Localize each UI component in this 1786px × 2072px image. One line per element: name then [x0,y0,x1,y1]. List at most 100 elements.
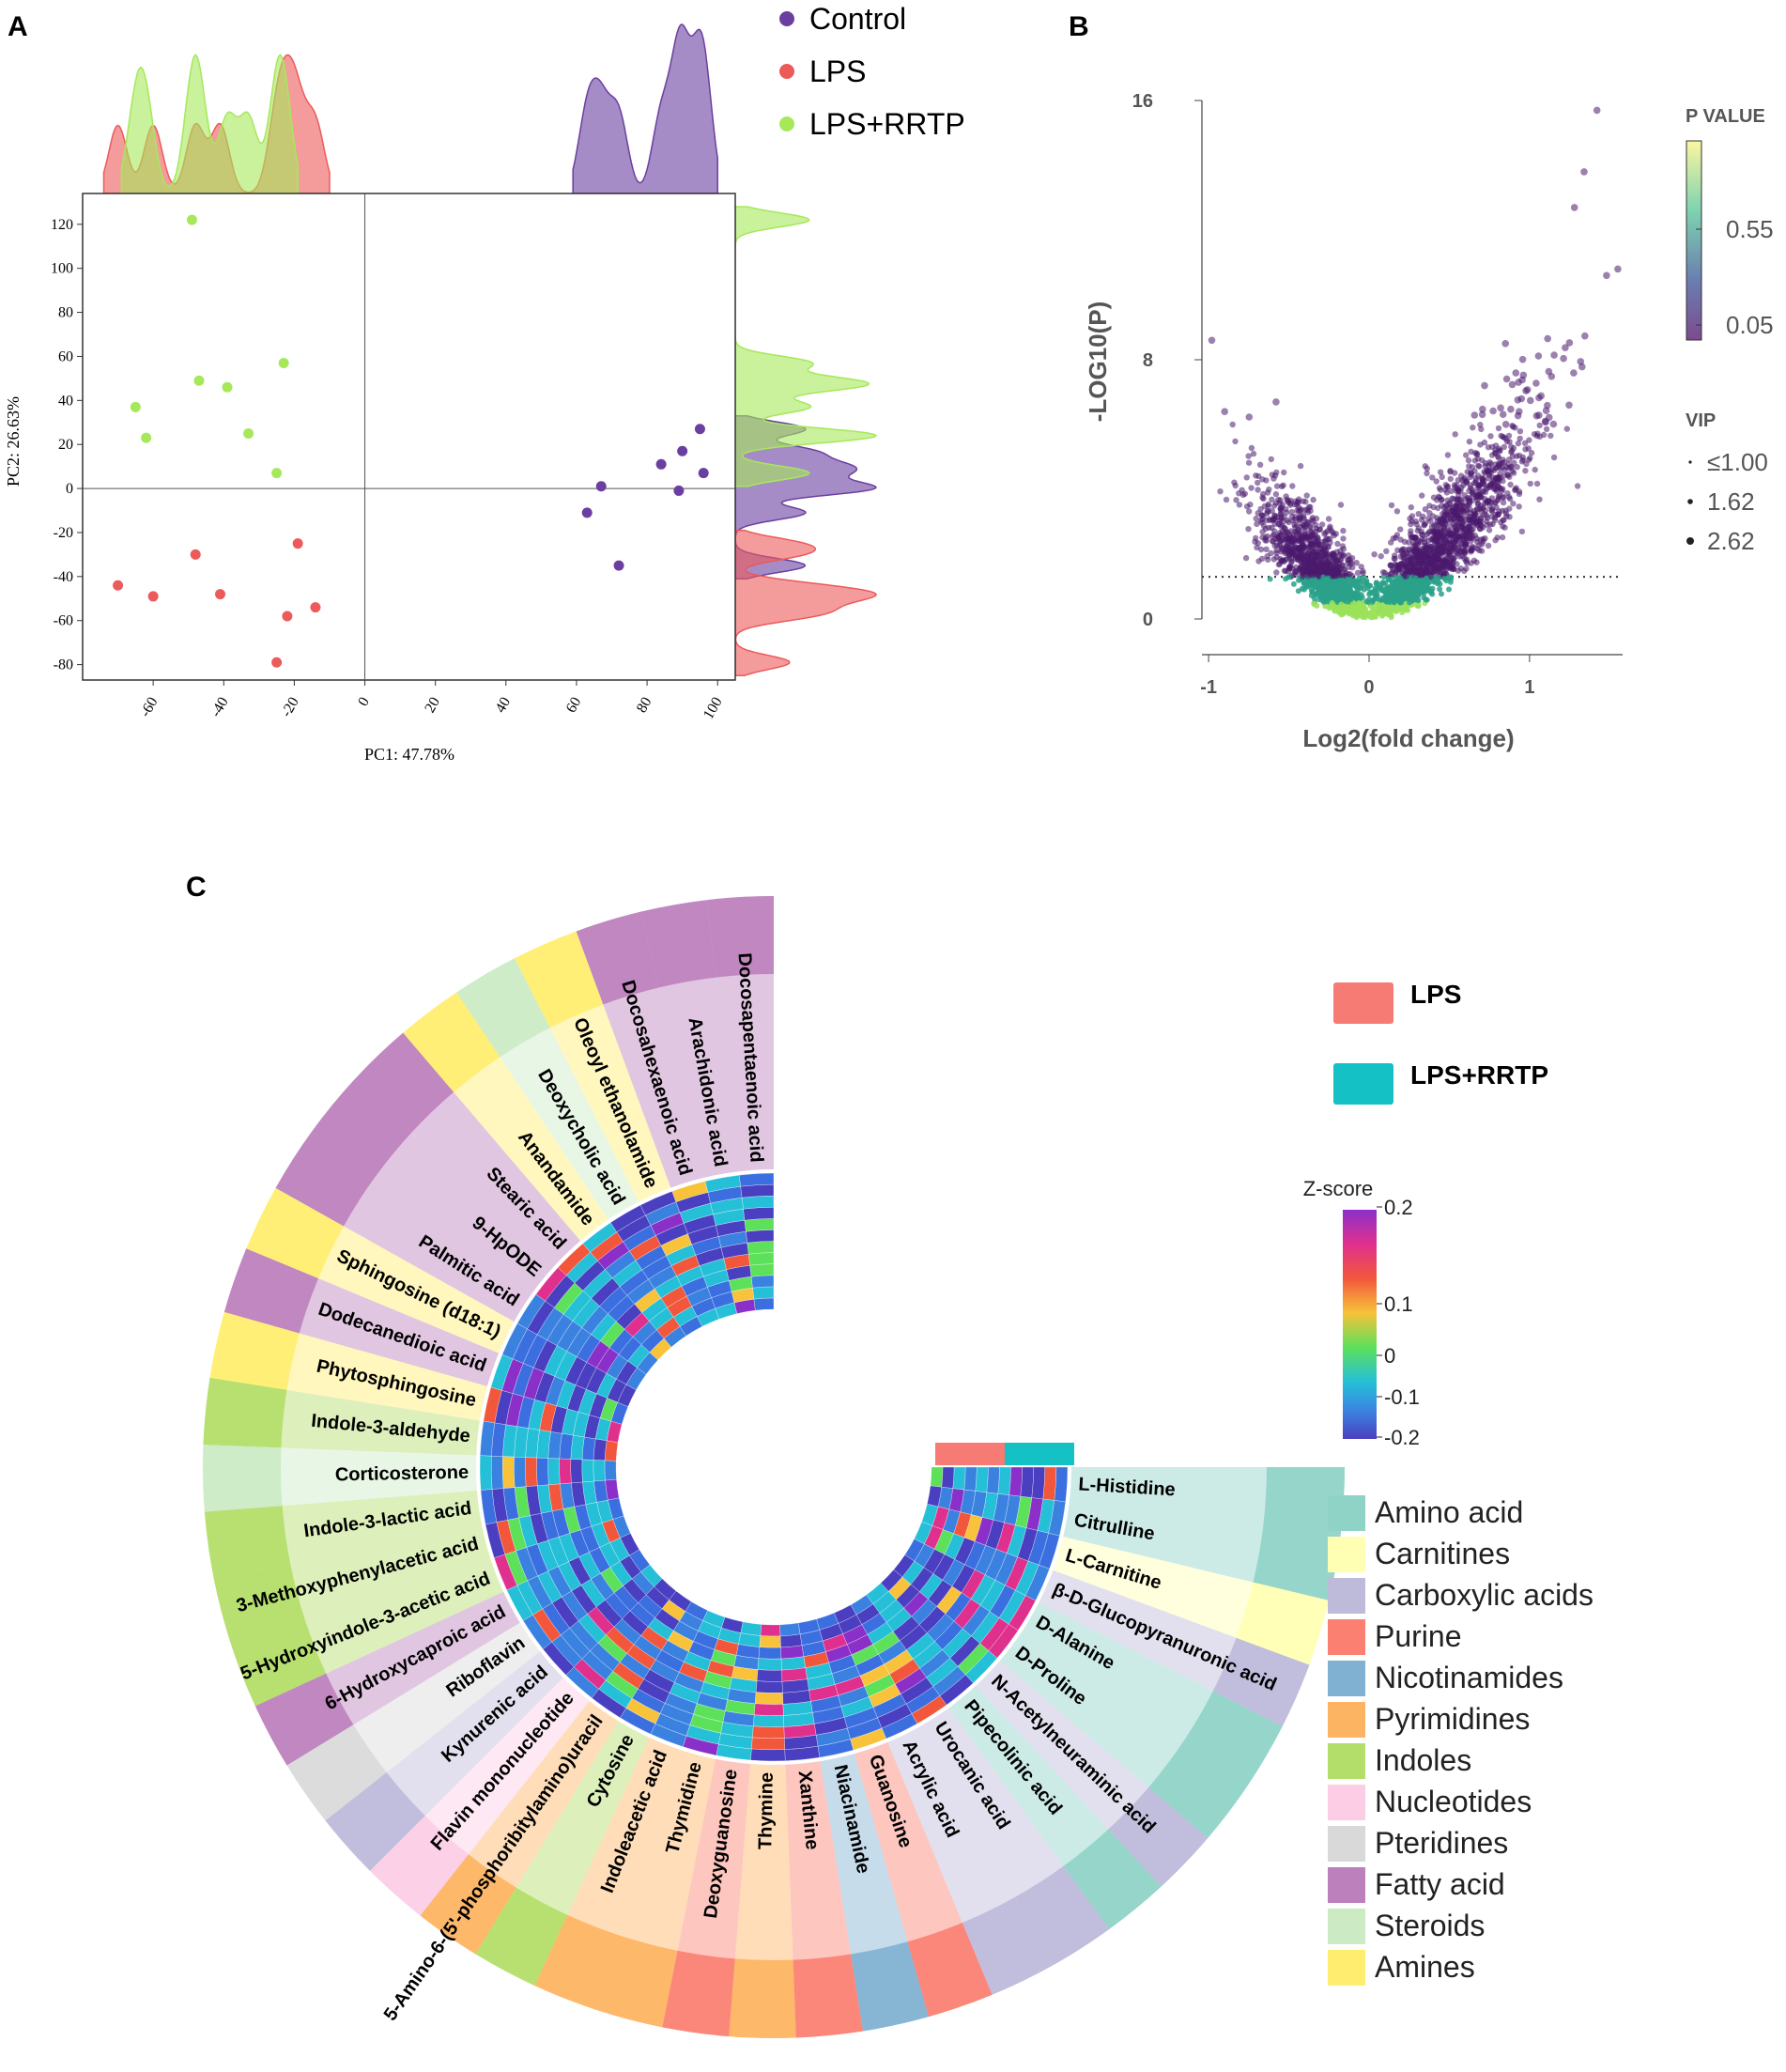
volcano-point [1271,528,1278,534]
pca-point-lps [147,591,159,602]
pca-x-axis-label: PC1: 47.78% [364,745,454,764]
volcano-x-tick-label: 0 [1363,677,1374,698]
volcano-point [1308,528,1315,535]
volcano-point [1301,506,1309,513]
pvalue-tick-label: 0.05 [1726,311,1774,339]
volcano-y-axis-label: -LOG10(P) [1084,302,1112,423]
volcano-x-tick-label: -1 [1200,677,1217,698]
volcano-point [1406,539,1412,546]
volcano-point [1450,520,1457,527]
volcano-point [1276,520,1283,527]
class-legend-swatch [1328,1702,1365,1738]
volcano-point [1471,468,1478,474]
volcano-point [1478,518,1485,525]
volcano-point [1542,418,1549,426]
volcano-point [1273,547,1280,554]
volcano-point [1459,549,1466,555]
metabolite-label: Corticosterone [335,1462,470,1486]
top-density-control [572,23,718,194]
volcano-point [1232,482,1239,489]
volcano-point [1435,493,1442,500]
volcano-point [1446,586,1452,593]
volcano-point [1580,168,1588,176]
volcano-point [1478,410,1486,419]
volcano-point [1283,493,1289,500]
volcano-point [1314,539,1321,547]
volcano-point [1339,543,1347,549]
legend-marker [779,116,794,131]
volcano-point [1486,497,1492,504]
volcano-point [1574,483,1581,489]
pca-x-tick-label: 60 [563,695,585,716]
volcano-point [1336,552,1343,559]
pca-point-lps [282,611,293,622]
volcano-point [1543,425,1550,433]
volcano-point [1421,557,1428,564]
volcano-point [1439,527,1445,534]
top-density-lps-rrtp [120,54,299,194]
heatmap-cell [975,1466,989,1493]
volcano-point [1396,605,1402,611]
volcano-point [1507,481,1514,488]
pca-y-tick-label: 100 [51,261,73,277]
volcano-point [1486,484,1492,491]
volcano-point [1485,542,1492,549]
volcano-point [1416,585,1423,592]
class-legend-swatch [1328,1950,1365,1986]
volcano-point [1433,556,1440,563]
volcano-point [1514,396,1522,404]
heatmap-cell [490,1354,514,1391]
heatmap-cell [581,1436,596,1461]
class-sector-outer [475,1887,568,1987]
pca-point-lps-rrtp [141,432,152,443]
volcano-point [1320,584,1327,591]
class-sector-outer [1014,1865,1110,1966]
volcano-point [1492,537,1499,544]
volcano-point [1527,396,1534,405]
volcano-point [1246,508,1253,515]
volcano-point [1245,526,1252,533]
volcano-point [1505,456,1513,463]
class-sector-outer [1148,1740,1249,1838]
volcano-point [1489,407,1497,415]
volcano-point [1253,472,1259,479]
class-sector-outer [209,1311,300,1390]
heatmap-cell [1048,1500,1066,1537]
volcano-point [1480,524,1486,531]
volcano-point [1510,445,1517,452]
volcano-point [1536,496,1543,503]
volcano-point [1356,575,1363,581]
class-legend-label: Pyrimidines [1375,1702,1530,1736]
pca-point-lps [215,589,226,600]
volcano-point [1499,507,1506,514]
heatmap-cell [570,1459,583,1484]
heatmap-cell [930,1466,944,1488]
volcano-point [1480,504,1486,511]
volcano-point [1492,461,1499,468]
zscore-tick-label: 0.1 [1384,1292,1413,1316]
heatmap-cell [911,1695,947,1724]
heatmap-cell [780,1645,805,1660]
pca-y-tick-label: -20 [54,525,73,541]
volcano-point [1301,567,1307,574]
volcano-point [1424,470,1430,477]
volcano-point [1245,413,1254,421]
volcano-point [1323,595,1330,601]
volcano-point [1335,581,1342,588]
class-sector-outer [1236,1582,1330,1665]
volcano-point [1516,503,1522,510]
volcano-point [1394,547,1401,553]
volcano-point [1477,536,1485,543]
volcano-point [1459,533,1466,539]
heatmap-cell [514,1456,527,1488]
volcano-legend: P VALUE 0.55 0.05 VIP ≤1.00 1.62 2.62 [1686,106,1774,555]
volcano-point [1452,509,1458,516]
pca-point-control [673,485,685,496]
volcano-point [1458,539,1466,546]
heatmap-cell [784,1746,821,1761]
heatmap-cell [757,1658,782,1671]
volcano-point [1384,611,1391,618]
volcano-point [1273,483,1281,489]
volcano-point [1334,597,1341,604]
pca-point-lps [113,580,124,591]
